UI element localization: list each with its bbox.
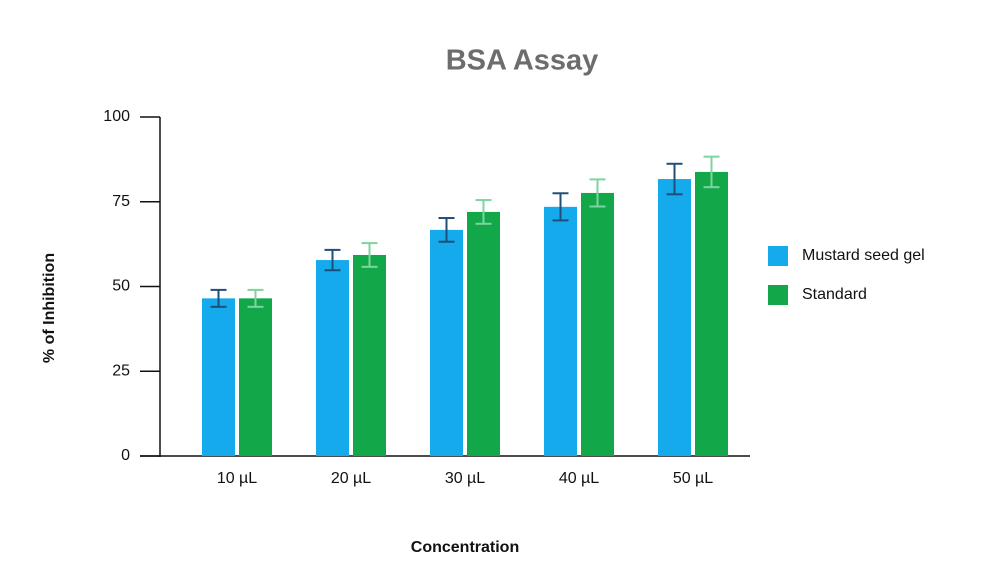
bar bbox=[353, 254, 386, 456]
x-tick-label: 20 µL bbox=[331, 470, 371, 487]
bar bbox=[316, 260, 349, 456]
error-bar bbox=[210, 288, 227, 308]
error-bar bbox=[438, 217, 455, 243]
legend-swatch bbox=[768, 285, 788, 305]
x-tick-label: 50 µL bbox=[673, 470, 713, 487]
bar bbox=[658, 179, 691, 457]
bar bbox=[695, 171, 728, 456]
legend-swatch bbox=[768, 246, 788, 266]
error-bar bbox=[324, 248, 341, 272]
legend-label: Mustard seed gel bbox=[802, 247, 925, 264]
x-tick-label: 40 µL bbox=[559, 470, 599, 487]
y-axis-label: % of Inhibition bbox=[41, 253, 58, 363]
legend-label: Standard bbox=[802, 286, 867, 303]
y-tick-label: 0 bbox=[121, 447, 130, 464]
error-bar bbox=[361, 242, 378, 268]
error-bar bbox=[589, 178, 606, 208]
x-tick-label: 30 µL bbox=[445, 470, 485, 487]
bar bbox=[202, 298, 235, 456]
y-tick-label: 25 bbox=[112, 362, 130, 379]
error-bar bbox=[703, 155, 720, 189]
error-bar bbox=[475, 199, 492, 225]
bar bbox=[581, 192, 614, 456]
error-bar bbox=[666, 162, 683, 196]
bar bbox=[430, 229, 463, 456]
y-tick-label: 100 bbox=[103, 108, 130, 125]
error-bar bbox=[247, 288, 264, 308]
x-axis-label: Concentration bbox=[411, 539, 519, 556]
error-bar bbox=[552, 192, 569, 222]
y-tick-label: 75 bbox=[112, 193, 130, 210]
bar bbox=[544, 206, 577, 456]
bar bbox=[239, 298, 272, 456]
chart-title: BSA Assay bbox=[446, 45, 599, 77]
bar bbox=[467, 211, 500, 456]
y-tick-label: 50 bbox=[112, 278, 130, 295]
x-tick-label: 10 µL bbox=[217, 470, 257, 487]
